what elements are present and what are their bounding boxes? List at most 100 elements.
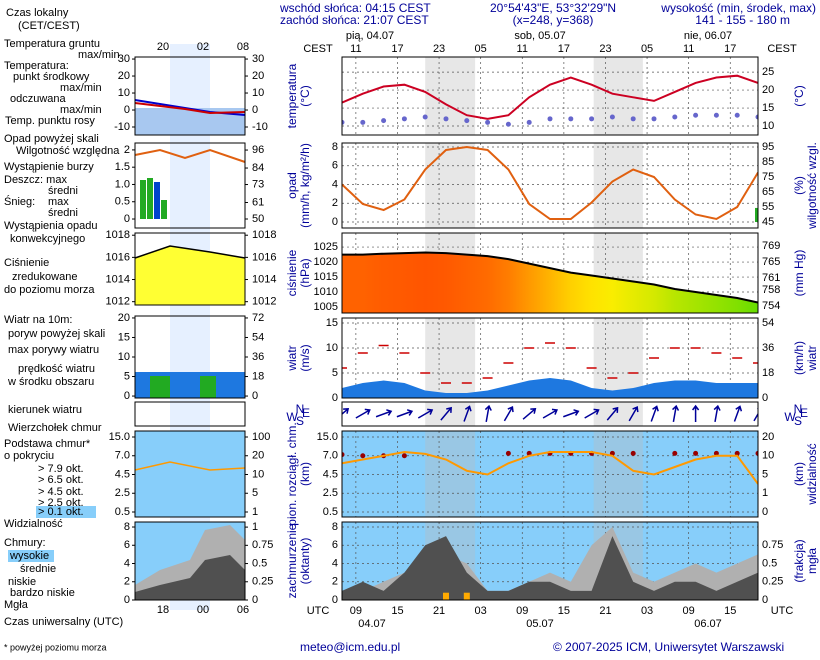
y2-axis-title: (%) [792, 176, 806, 195]
mini-y-tick-label: 15 [118, 331, 130, 343]
coords: 20°54'43"E, 53°32'29"N [490, 1, 616, 15]
series-dot [464, 118, 470, 124]
mini-pressure-line [134, 245, 246, 259]
y-tick-label: 4 [332, 178, 338, 190]
y-tick-label: 4 [332, 557, 338, 569]
legend-label: Widzialność [4, 518, 63, 530]
mini-y2-tick-label: 50 [252, 213, 264, 225]
y-axis-title: opad [285, 172, 299, 199]
y-tick-label: 6 [332, 160, 338, 172]
y2-tick-label: 0.75 [762, 539, 783, 551]
local-time-label: CEST [767, 43, 797, 55]
y-tick-label: 1020 [314, 256, 338, 268]
panel-frame [341, 142, 759, 229]
mini-y-tick-label: 0 [124, 213, 130, 225]
y-axis-title: ciśnienie [285, 249, 299, 296]
y-axis-title: wiatr [285, 345, 299, 371]
y2-tick-label: 1 [762, 487, 768, 499]
legend-label: punkt środkowy [13, 71, 90, 83]
x-tick-label: 03 [641, 605, 653, 617]
series-area [342, 536, 758, 600]
wind-arrow [375, 409, 393, 418]
series-dot [755, 450, 758, 456]
y2-tick-label: 0.5 [762, 557, 777, 569]
mini-humidity [134, 148, 246, 163]
x-tick-label: 11 [683, 43, 694, 55]
series-dot [342, 119, 345, 125]
y-tick-label: 7.0 [323, 450, 338, 462]
panel-frame [341, 56, 759, 136]
legend-label: Podstawa chmur* [4, 438, 91, 450]
mini-pressure [135, 246, 245, 305]
compass-label: W [784, 410, 796, 424]
series-bar [443, 592, 449, 600]
legend-label: Temperatura: [4, 60, 69, 72]
utc-label: UTC [307, 605, 330, 617]
mini-y-tick-label: 15.0 [109, 431, 130, 443]
series-group [342, 450, 758, 485]
series-dot [651, 116, 657, 122]
elevation-title: wysokość (min, środek, max) [660, 1, 816, 15]
y-axis-title: (°C) [298, 85, 312, 106]
wind-arrow [396, 409, 414, 418]
mini-frame [134, 232, 246, 306]
series-dot [672, 450, 678, 456]
legend-label: Wystąpienia opadu [4, 220, 97, 232]
mini-y-tick-label: 4 [124, 557, 130, 569]
x-tick-label: 17 [558, 43, 570, 55]
legend-label: bardzo niskie [10, 587, 75, 599]
legend-label: Ciśnienie [4, 257, 49, 269]
mini-y-tick-label: -10 [114, 121, 130, 133]
wind-arrow [606, 406, 619, 421]
mini-y-tick-label: 20 [118, 70, 130, 82]
y2-tick-label: 765 [762, 256, 780, 268]
mini-y-tick-label: 7.0 [115, 450, 130, 462]
wind-arrow [503, 405, 514, 422]
series-line [342, 145, 758, 221]
legend-local-time: Czas lokalny [6, 7, 69, 19]
wind-arrow [584, 408, 600, 419]
compass-label: N [794, 402, 803, 416]
legend-label: prędkość wiatru [18, 363, 95, 375]
legend-label: średnie [20, 563, 56, 575]
y2-axis-title: (mm Hg) [792, 250, 806, 297]
y2-tick-label: 761 [762, 272, 780, 284]
series-dot [485, 119, 491, 125]
y-tick-label: 15.0 [317, 431, 338, 443]
mini-y2-tick-label: 0 [252, 390, 258, 402]
legend-label: Mgła [4, 599, 29, 611]
mini-y2-tick-label: -10 [252, 121, 268, 133]
mini-panels [8, 44, 246, 610]
y-tick-label: 0 [332, 594, 338, 606]
mini-rain [161, 200, 167, 219]
panel-frame [341, 521, 759, 601]
series-dot [693, 450, 699, 456]
mini-y-tick-label: 1.5 [115, 161, 130, 173]
pressure-line [342, 251, 758, 304]
y2-axis-title: (km) [792, 462, 806, 486]
legend-label: wysokie [9, 550, 49, 562]
y2-tick-label: 10 [762, 120, 774, 132]
y-tick-label: 6 [332, 539, 338, 551]
y2-axis-title: widzialność [805, 443, 819, 505]
mini-frame [134, 401, 246, 427]
panel-frame [341, 401, 759, 427]
wind-arrow [463, 405, 472, 422]
mini-cloud-bg [135, 431, 245, 517]
mini-y2-tick-label: 73 [252, 178, 264, 190]
y2-axis-title: wilgotność wzgl. [805, 142, 819, 230]
series-dot [672, 114, 678, 120]
compass-label: W [286, 410, 298, 424]
sunset: zachód słońca: 21:07 CEST [280, 13, 429, 27]
x-tick-label: 17 [724, 43, 736, 55]
series-dot [609, 114, 615, 120]
y2-tick-label: 0.25 [762, 576, 783, 588]
legend-label: zredukowane [12, 271, 77, 283]
series-area [342, 378, 758, 398]
series-line [342, 450, 758, 485]
mini-y2-tick-label: 0.75 [252, 539, 273, 551]
y2-tick-label: 15 [762, 102, 774, 114]
y2-axis-title: (°C) [792, 85, 806, 106]
night-band [593, 402, 643, 426]
mini-y2-tick-label: 10 [252, 87, 264, 99]
